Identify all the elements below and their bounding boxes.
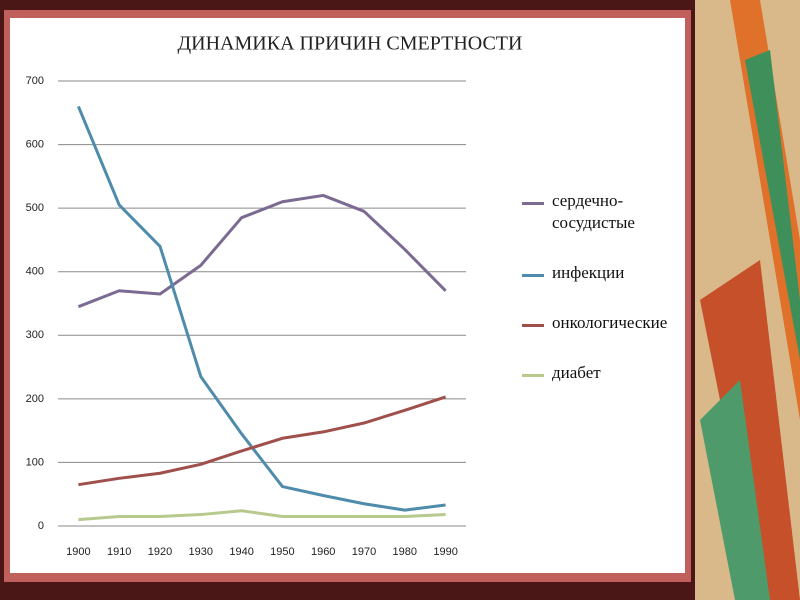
- decor-stripe: [700, 260, 800, 600]
- legend-item: диабет: [522, 362, 682, 384]
- legend-label: инфекции: [552, 263, 625, 282]
- series-line: [77, 193, 447, 309]
- legend-label: сердечно-сосудистые: [552, 191, 635, 232]
- legend-item: сердечно-сосудистые: [522, 190, 682, 234]
- x-tick-label: 1960: [311, 546, 335, 558]
- y-tick-label: 300: [26, 329, 44, 341]
- x-tick-label: 1920: [148, 546, 172, 558]
- legend-item: инфекции: [522, 262, 682, 284]
- legend-swatch: [522, 374, 544, 377]
- series-line: [78, 509, 446, 522]
- y-tick-label: 600: [26, 138, 44, 150]
- series-line: [78, 395, 447, 487]
- legend-swatch: [522, 324, 544, 327]
- y-tick-label: 0: [38, 520, 44, 532]
- decor-stripe: [730, 0, 800, 420]
- x-tick-label: 1970: [352, 546, 376, 558]
- x-tick-label: 1910: [107, 546, 131, 558]
- legend-label: онкологические: [552, 313, 668, 332]
- x-tick-label: 1900: [66, 546, 90, 558]
- x-tick-label: 1990: [433, 546, 457, 558]
- y-tick-label: 700: [26, 75, 44, 87]
- x-tick-label: 1980: [393, 546, 417, 558]
- x-tick-label: 1930: [189, 546, 213, 558]
- legend-label: диабет: [552, 363, 601, 382]
- slide: [10, 18, 685, 573]
- legend-swatch: [522, 274, 544, 277]
- legend: сердечно-сосудистые инфекции онкологически…: [522, 190, 682, 412]
- y-tick-label: 500: [26, 202, 44, 214]
- series-line: [77, 105, 446, 512]
- legend-swatch: [522, 202, 544, 205]
- decor-stripe: [745, 50, 800, 360]
- y-tick-label: 400: [26, 266, 44, 278]
- x-tick-label: 1940: [229, 546, 253, 558]
- y-tick-label: 100: [26, 456, 44, 468]
- x-tick-label: 1950: [270, 546, 294, 558]
- y-tick-label: 200: [26, 393, 44, 405]
- decor-stripe: [700, 380, 770, 600]
- legend-item: онкологические: [522, 312, 682, 334]
- chart-title: ДИНАМИКА ПРИЧИН СМЕРТНОСТИ: [178, 33, 523, 55]
